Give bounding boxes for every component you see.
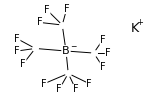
Text: F: F: [37, 17, 43, 27]
Text: F: F: [86, 79, 92, 89]
Text: F: F: [100, 35, 106, 45]
Text: +: +: [136, 18, 143, 27]
Text: K: K: [131, 22, 139, 35]
Text: F: F: [44, 5, 50, 15]
Text: F: F: [105, 48, 111, 58]
Text: F: F: [20, 59, 26, 69]
Text: F: F: [56, 84, 62, 94]
Text: F: F: [41, 79, 47, 89]
Text: F: F: [100, 62, 106, 72]
Text: F: F: [14, 46, 20, 56]
Text: −: −: [70, 42, 77, 51]
Text: F: F: [14, 34, 20, 44]
Text: F: F: [64, 4, 70, 14]
Text: B: B: [62, 46, 70, 56]
Text: F: F: [73, 84, 79, 94]
